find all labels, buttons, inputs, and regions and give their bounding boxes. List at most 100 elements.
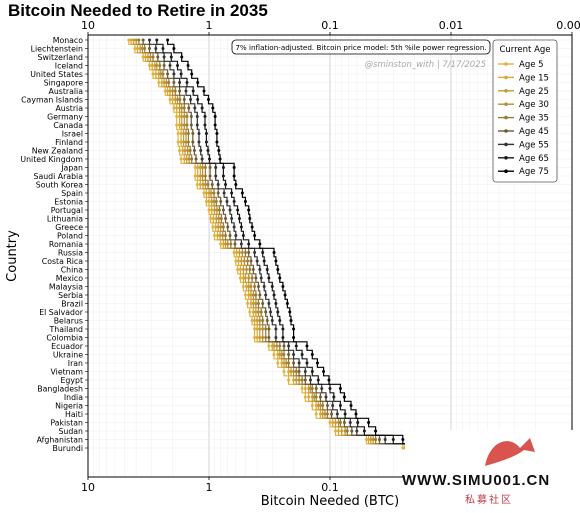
data-point — [180, 106, 184, 110]
data-point — [155, 38, 159, 42]
data-point — [235, 251, 239, 254]
data-point — [134, 38, 138, 42]
data-point — [198, 183, 202, 186]
data-point — [167, 81, 171, 84]
data-point — [255, 327, 259, 331]
data-point — [278, 319, 282, 322]
data-point — [198, 166, 202, 169]
data-point — [237, 217, 241, 220]
data-point — [141, 55, 145, 59]
data-point — [162, 81, 166, 84]
data-point — [204, 191, 208, 195]
data-point — [335, 412, 339, 416]
data-point — [250, 319, 254, 322]
data-point — [258, 336, 262, 339]
legend: Current Age Age 5 Age 15 Age 25 Age 30 Age 3… — [492, 39, 558, 183]
data-point — [287, 370, 291, 373]
data-point — [186, 132, 190, 135]
data-point — [189, 115, 193, 118]
data-point — [284, 361, 288, 365]
data-point — [211, 225, 215, 229]
data-point — [168, 64, 172, 67]
y-tick-label: United States — [30, 70, 83, 79]
data-point — [162, 64, 166, 67]
data-point — [331, 421, 335, 424]
data-point — [316, 378, 320, 382]
data-point — [200, 106, 204, 110]
y-ticks: MonacoLiechtensteinSwitzerlandIcelandUni… — [20, 36, 88, 453]
data-point — [190, 157, 194, 161]
data-point — [182, 157, 186, 161]
data-point — [162, 55, 166, 59]
data-point — [211, 106, 215, 110]
data-point — [178, 123, 182, 127]
data-point — [269, 310, 273, 314]
data-point — [160, 81, 164, 84]
data-point — [237, 251, 241, 254]
data-point — [224, 234, 228, 237]
data-point — [343, 429, 347, 433]
data-point — [251, 293, 255, 297]
data-point — [155, 64, 159, 67]
data-point — [200, 157, 204, 161]
data-point — [287, 353, 291, 356]
data-point — [185, 157, 189, 161]
data-point — [282, 361, 286, 365]
x-tick-top-label: 0.01 — [439, 19, 464, 32]
data-point — [181, 149, 185, 152]
data-point — [206, 98, 210, 101]
data-point — [154, 72, 158, 76]
data-point — [276, 268, 280, 271]
data-point — [236, 268, 240, 271]
series-age-55 — [148, 38, 425, 450]
data-point — [254, 293, 258, 297]
data-point — [348, 421, 352, 424]
legend-marker — [504, 62, 508, 66]
data-point — [308, 378, 312, 382]
data-point — [270, 285, 274, 288]
legend-label: Age 75 — [519, 167, 549, 177]
data-point — [219, 225, 223, 229]
data-point — [201, 174, 205, 178]
data-point — [186, 64, 190, 67]
data-point — [216, 225, 220, 229]
data-point — [267, 344, 271, 348]
y-tick-label: Pakistan — [50, 419, 83, 428]
data-point — [230, 191, 234, 195]
data-point — [264, 336, 268, 339]
y-tick-label: India — [64, 393, 83, 402]
data-point — [362, 429, 366, 433]
y-tick-label: Thailand — [49, 325, 84, 334]
data-point — [374, 429, 378, 433]
data-point — [204, 140, 208, 144]
data-point — [202, 191, 206, 195]
data-point — [214, 166, 218, 169]
data-point — [213, 123, 217, 127]
data-point — [228, 208, 232, 212]
y-tick-label: Russia — [58, 249, 83, 258]
data-point — [201, 166, 205, 169]
data-point — [367, 438, 371, 441]
data-point — [195, 115, 199, 118]
data-point — [325, 404, 329, 407]
data-point — [256, 302, 260, 305]
data-point — [275, 344, 279, 348]
data-point — [254, 310, 258, 314]
data-point — [156, 55, 160, 59]
legend-label: Age 5 — [519, 60, 544, 70]
data-point — [321, 404, 325, 407]
data-point — [297, 361, 301, 365]
data-point — [261, 302, 265, 305]
legend-title: Current Age — [499, 45, 550, 55]
data-point — [280, 361, 284, 365]
data-point — [307, 395, 311, 399]
y-tick-label: Spain — [61, 189, 83, 198]
y-tick-label: Brazil — [61, 300, 83, 309]
data-point — [189, 123, 193, 127]
data-point — [327, 378, 331, 382]
data-point — [221, 234, 225, 237]
data-point — [225, 200, 229, 203]
data-point — [236, 208, 240, 212]
data-point — [221, 242, 225, 246]
series-age-65 — [155, 38, 432, 450]
